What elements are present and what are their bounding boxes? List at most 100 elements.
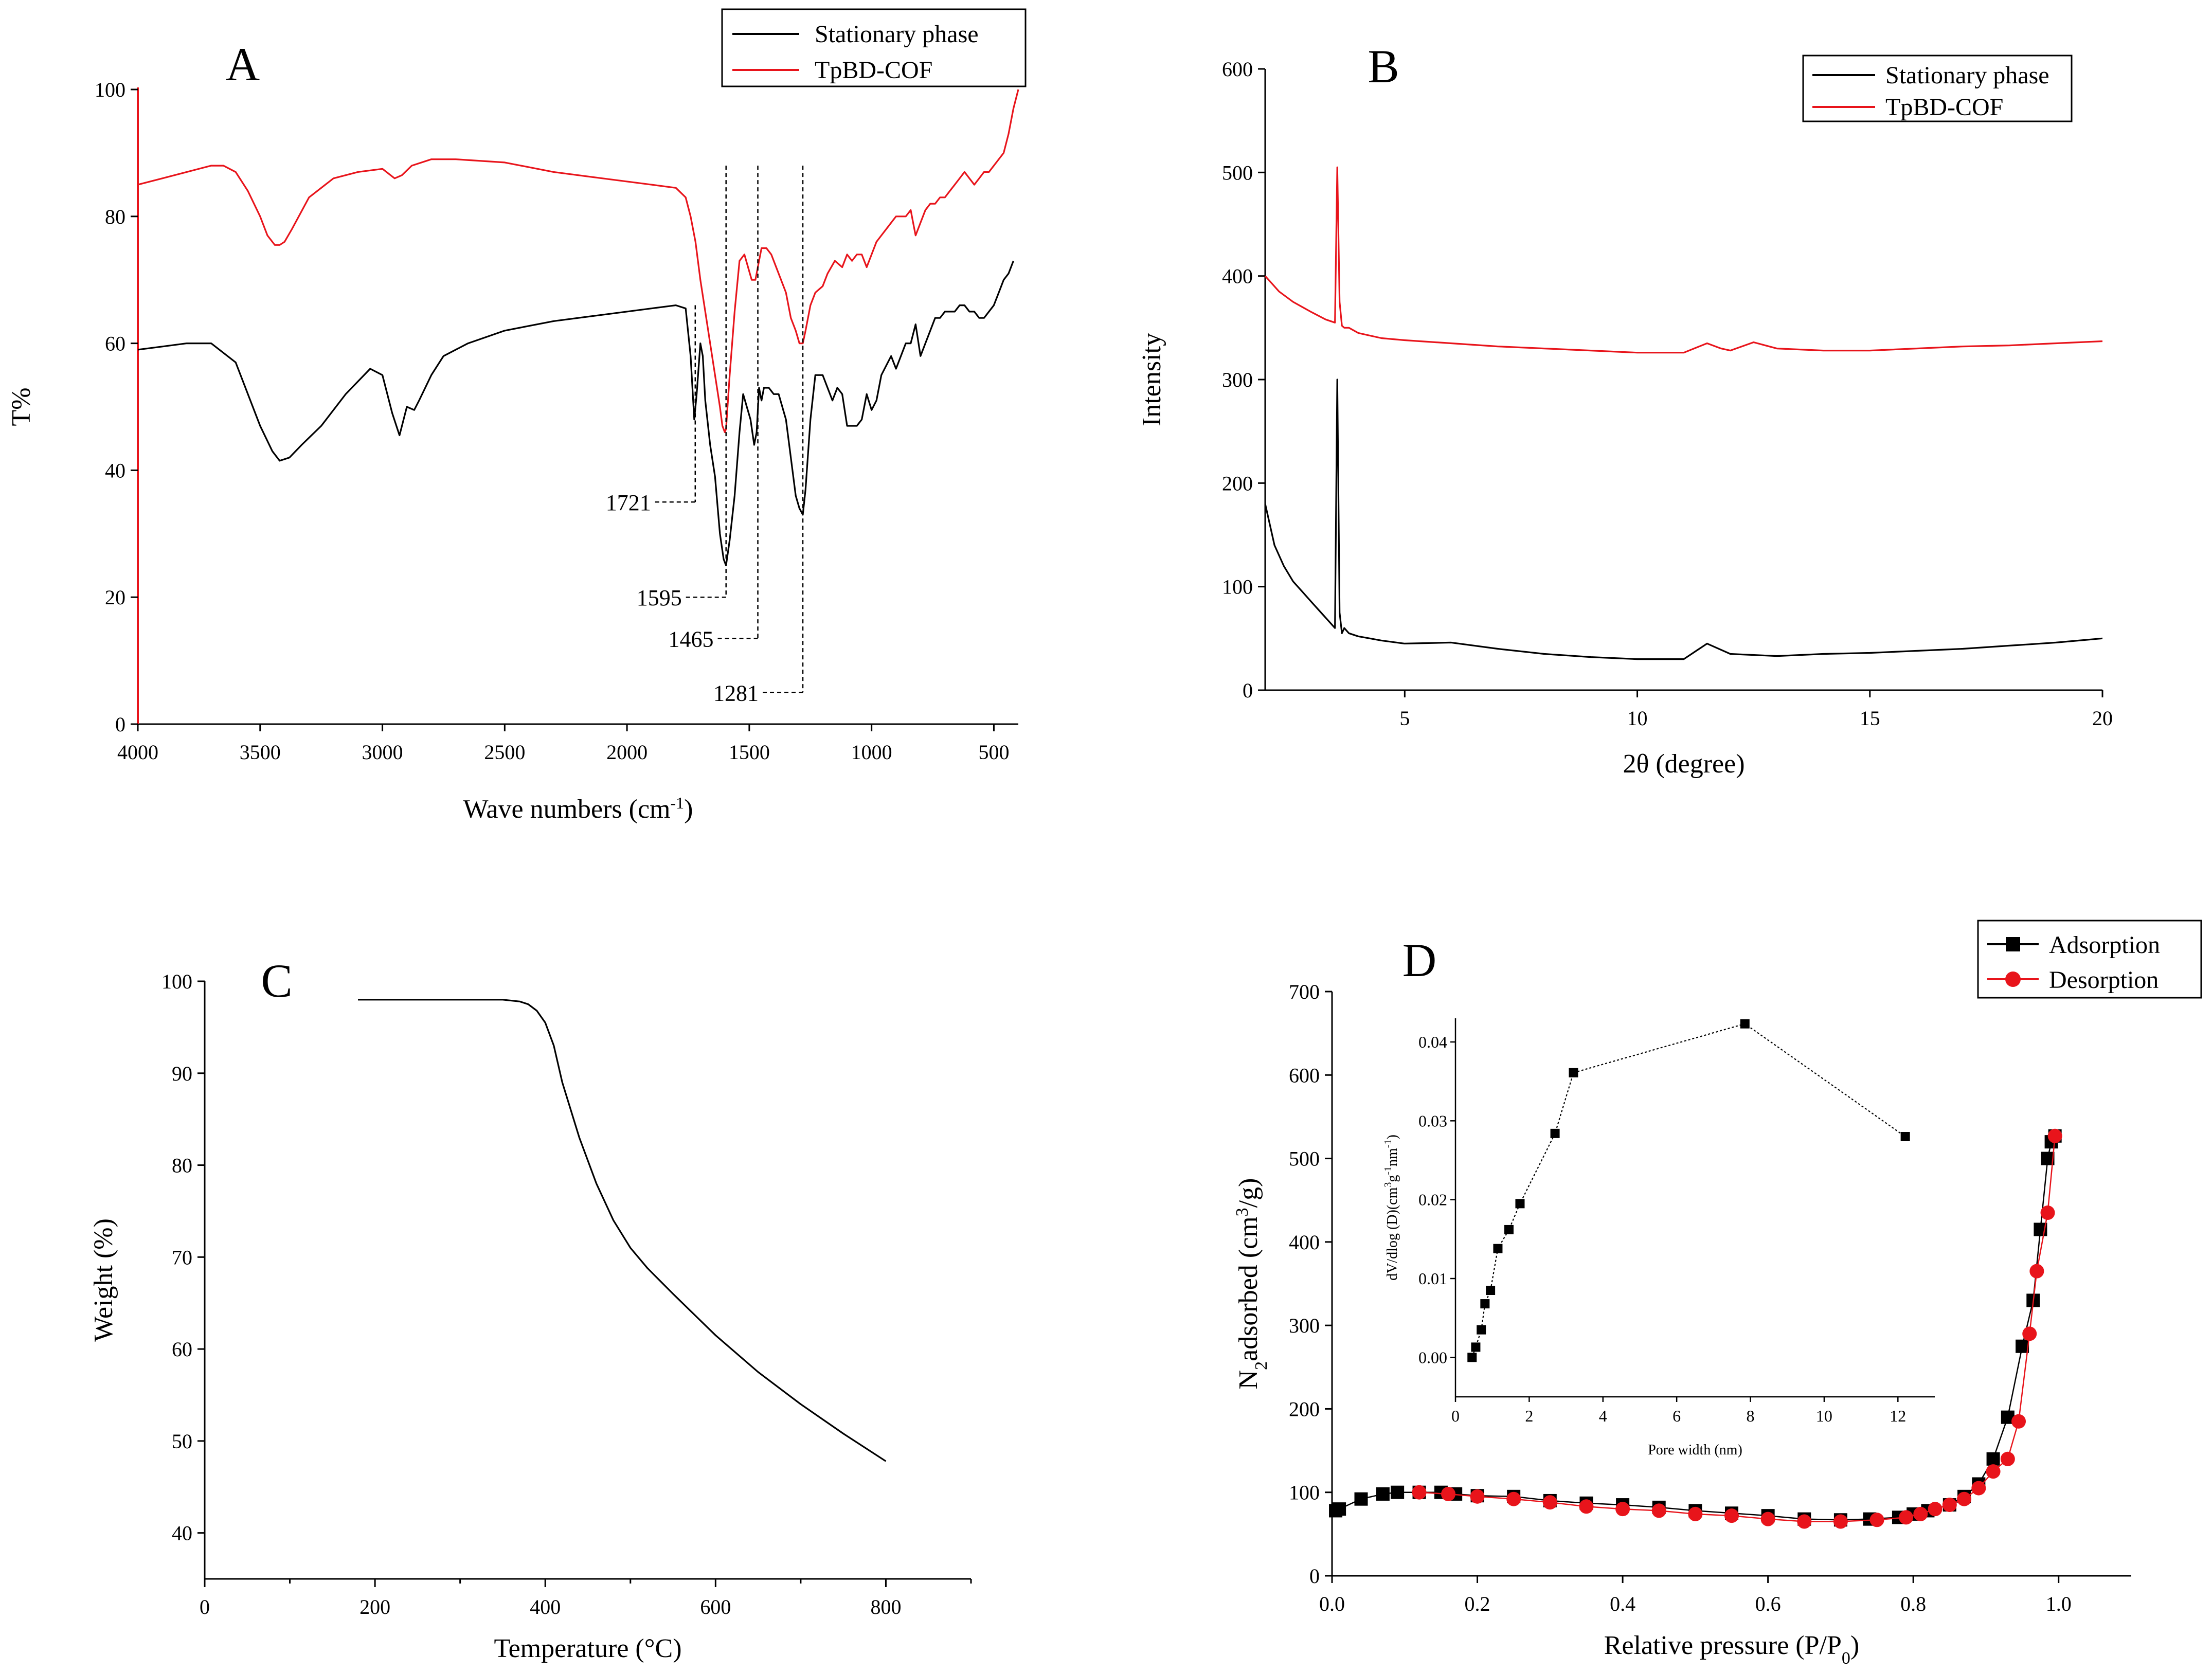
legend-box	[721, 8, 1027, 87]
desorption-point	[1688, 1506, 1703, 1521]
inset-x-axis-title: Pore width (nm)	[1648, 1442, 1742, 1458]
y-tick-label: 80	[172, 1154, 192, 1177]
x-tick-label: 1.0	[2046, 1592, 2072, 1615]
x-tick-label: 400	[530, 1595, 561, 1618]
inset-x-tick-label: 0	[1451, 1407, 1460, 1425]
x-tick-label: 3000	[362, 741, 403, 764]
inset-point	[1515, 1199, 1525, 1209]
desorption-point	[1760, 1512, 1775, 1526]
y-tick-label: 200	[1289, 1397, 1320, 1420]
x-tick-label: 20	[2092, 707, 2113, 730]
desorption-point	[1833, 1514, 1848, 1529]
desorption-point	[1797, 1514, 1812, 1529]
annotation-label: 1281	[713, 680, 759, 706]
x-axis-title: 2θ (degree)	[1623, 749, 1745, 779]
inset-point	[1493, 1244, 1503, 1253]
x-tick-label: 1500	[729, 741, 770, 764]
y-tick-label: 40	[172, 1522, 192, 1545]
desorption-point	[1899, 1510, 1914, 1525]
y-axis-title: Weight (%)	[89, 1218, 118, 1342]
adsorption-point	[1986, 1452, 2000, 1466]
inset-x-tick-label: 2	[1525, 1407, 1533, 1425]
series-line	[358, 999, 887, 1462]
x-tick-label: 800	[870, 1595, 901, 1618]
desorption-point	[1506, 1491, 1521, 1506]
panel-label: D	[1402, 934, 1436, 986]
desorption-point	[1986, 1464, 2001, 1479]
legend-box	[1802, 55, 2073, 122]
inset-point	[1467, 1353, 1477, 1362]
inset-point	[1477, 1325, 1486, 1335]
desorption-point	[1651, 1503, 1666, 1518]
y-tick-label: 0	[1309, 1564, 1320, 1588]
desorption-point	[1412, 1485, 1427, 1500]
inset-point	[1480, 1299, 1490, 1309]
desorption-point	[2047, 1128, 2062, 1143]
y-tick-label: 100	[95, 78, 125, 101]
x-tick-label: 0.6	[1755, 1592, 1781, 1615]
desorption-point	[1942, 1498, 1957, 1513]
legend-label: Adsorption	[2049, 931, 2160, 959]
y-tick-label: 60	[172, 1338, 192, 1361]
x-axis-title: Relative pressure (P/P0)	[1604, 1631, 1859, 1668]
y-tick-label: 0	[1243, 679, 1253, 702]
panel-a-ftir-chart: 0 20 40 60 80 100 4000 3500 3000 2500 2000 1500 1000…	[7, 8, 1027, 824]
desorption-point	[1971, 1481, 1986, 1496]
panel-label: C	[261, 955, 292, 1007]
desorption-point	[1441, 1486, 1456, 1501]
y-tick-label: 600	[1222, 58, 1253, 81]
desorption-point	[2040, 1206, 2055, 1220]
x-tick-label: 0.8	[1900, 1592, 1926, 1615]
y-tick-label: 80	[105, 205, 125, 228]
x-axis-title: Temperature (°C)	[494, 1634, 681, 1663]
y-tick-label: 300	[1222, 368, 1253, 391]
y-tick-label: 40	[105, 459, 125, 482]
legend-label: Stationary phase	[1885, 62, 2049, 89]
y-axis-title: Intensity	[1137, 333, 1166, 426]
y-tick-label: 90	[172, 1062, 192, 1085]
y-tick-label: 0	[115, 713, 125, 736]
desorption-point	[2000, 1451, 2015, 1466]
y-tick-label: 100	[1222, 575, 1253, 599]
x-tick-label: 200	[359, 1595, 390, 1618]
y-tick-label: 400	[1222, 265, 1253, 288]
y-tick-label: 200	[1222, 472, 1253, 495]
y-tick-label: 100	[161, 970, 192, 993]
y-tick-label: 50	[172, 1430, 192, 1453]
adsorption-point	[2016, 1339, 2029, 1353]
adsorption-point	[1354, 1492, 1368, 1506]
desorption-point	[2011, 1414, 2026, 1429]
annotation-label: 1465	[669, 626, 714, 652]
inset-point	[1569, 1068, 1578, 1077]
desorption-point	[1928, 1502, 1943, 1517]
x-tick-label: 4000	[117, 741, 158, 764]
desorption-point	[1724, 1508, 1739, 1523]
inset-y-tick-label: 0.00	[1418, 1348, 1447, 1366]
desorption-point	[2022, 1326, 2037, 1341]
desorption-point	[1869, 1513, 1884, 1527]
y-tick-label: 20	[105, 586, 125, 609]
inset-y-tick-label: 0.03	[1418, 1111, 1447, 1130]
x-tick-label: 0.0	[1319, 1592, 1345, 1615]
y-tick-label: 300	[1289, 1314, 1320, 1337]
y-tick-label: 70	[172, 1246, 192, 1269]
series-line	[1264, 166, 2103, 354]
y-tick-label: 700	[1289, 980, 1320, 1003]
inset-y-tick-label: 0.04	[1418, 1033, 1447, 1051]
x-tick-label: 10	[1627, 707, 1648, 730]
desorption-point	[1615, 1502, 1630, 1517]
desorption-point	[1542, 1495, 1557, 1510]
x-tick-label: 15	[1860, 707, 1880, 730]
legend-label: Desorption	[2049, 966, 2159, 994]
x-tick-label: 0	[200, 1595, 210, 1618]
y-tick-label: 600	[1289, 1064, 1320, 1087]
y-axis-title: T%	[7, 387, 36, 426]
x-tick-label: 500	[978, 741, 1009, 764]
panel-b-xrd-chart: 0 100 200 300 400 500 600 5 10 15 20 2θ (degree) Int…	[1137, 40, 2113, 779]
inset-point	[1900, 1132, 1910, 1141]
inset-y-tick-label: 0.02	[1418, 1191, 1447, 1209]
legend-label: TpBD-COF	[815, 57, 932, 84]
x-tick-label: 2000	[606, 741, 648, 764]
y-tick-label: 60	[105, 332, 125, 355]
